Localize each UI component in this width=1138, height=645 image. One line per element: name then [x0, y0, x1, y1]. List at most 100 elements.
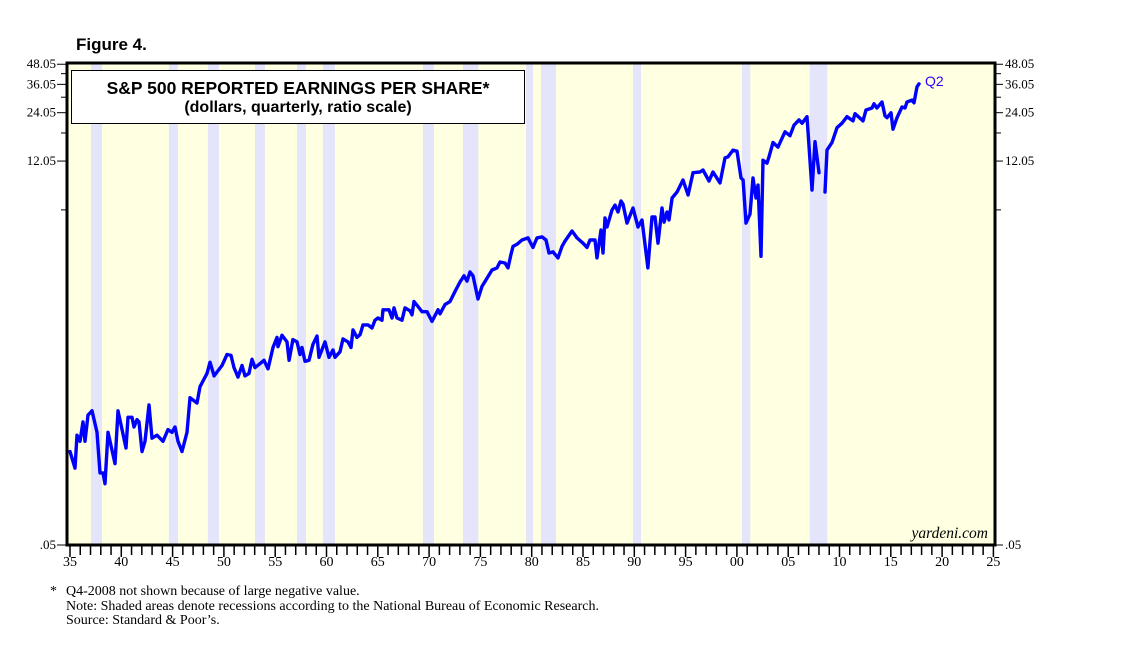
chart-title-box: S&P 500 REPORTED EARNINGS PER SHARE* (do… — [71, 70, 525, 124]
eps-data-point — [765, 161, 769, 165]
eps-data-point — [880, 100, 884, 104]
eps-data-point — [300, 346, 304, 350]
eps-data-point — [691, 171, 695, 175]
eps-data-point — [137, 420, 141, 424]
eps-data-point — [448, 300, 452, 304]
eps-data-point — [665, 210, 669, 214]
eps-data-point — [675, 190, 679, 194]
eps-data-point — [81, 420, 85, 424]
footnote-recession-note: Note: Shaded areas denote recessions acc… — [66, 598, 599, 614]
recession-band — [207, 63, 219, 545]
eps-data-point — [593, 238, 597, 242]
y-tick-label-right: .05 — [1005, 537, 1021, 552]
eps-data-point — [355, 335, 359, 339]
eps-data-point — [531, 245, 535, 249]
x-tick-label: 55 — [268, 555, 282, 570]
eps-data-point — [610, 208, 614, 212]
x-tick-label: 65 — [371, 555, 385, 570]
eps-data-point — [556, 256, 560, 260]
eps-data-point — [805, 115, 809, 119]
eps-data-point — [686, 193, 690, 197]
eps-data-point — [825, 148, 829, 152]
eps-data-point — [840, 121, 844, 125]
eps-data-point — [595, 256, 599, 260]
eps-data-point — [515, 242, 519, 246]
x-tick-label: 85 — [576, 555, 590, 570]
eps-data-point — [776, 145, 780, 149]
eps-data-point — [266, 367, 270, 371]
eps-data-point — [392, 306, 396, 310]
eps-data-point — [161, 439, 165, 443]
eps-data-point — [731, 148, 735, 152]
eps-data-point — [751, 176, 755, 180]
eps-data-point — [400, 318, 404, 322]
eps-data-point — [271, 346, 275, 350]
eps-data-point — [247, 371, 251, 375]
eps-data-point — [744, 221, 748, 225]
eps-data-point — [225, 353, 229, 357]
eps-data-point — [212, 374, 216, 378]
recession-band — [296, 63, 306, 545]
eps-data-point — [380, 318, 384, 322]
eps-data-point — [900, 105, 904, 109]
eps-data-point — [132, 425, 136, 429]
eps-data-point — [698, 170, 702, 174]
chart-title: S&P 500 REPORTED EARNINGS PER SHARE* — [106, 78, 490, 98]
x-tick-label: 00 — [730, 555, 744, 570]
eps-data-point — [650, 215, 654, 219]
figure-label: Figure 4. — [76, 35, 147, 54]
eps-data-point — [605, 225, 609, 229]
watermark-yardeni: yardeni.com — [910, 525, 988, 542]
eps-data-point — [912, 101, 916, 105]
eps-data-point — [349, 346, 353, 350]
eps-data-point — [410, 313, 414, 317]
eps-data-point — [667, 218, 671, 222]
x-tick-label: 40 — [114, 555, 128, 570]
eps-data-point — [188, 396, 192, 400]
eps-data-point — [287, 358, 291, 362]
y-tick-label-left: 48.05 — [27, 56, 56, 71]
y-axis: 48.05 48.05 36.05 36.05 24.05 24.05 12.05 12.05… — [27, 56, 1035, 552]
eps-data-point — [140, 450, 144, 454]
eps-data-point — [185, 430, 189, 434]
eps-data-point — [792, 123, 796, 127]
eps-data-point — [366, 323, 370, 327]
x-tick-label: 80 — [525, 555, 539, 570]
recession-band — [254, 63, 265, 545]
eps-data-point — [895, 116, 899, 120]
eps-data-point — [917, 82, 921, 86]
eps-data-point — [465, 279, 469, 283]
eps-data-point — [870, 106, 874, 110]
eps-data-point — [599, 228, 603, 232]
eps-data-point — [361, 323, 365, 327]
eps-data-point — [358, 333, 362, 337]
eps-data-point — [198, 385, 202, 389]
x-tick-label: 95 — [679, 555, 693, 570]
eps-data-point — [243, 374, 247, 378]
y-tick-label-left: 12.05 — [27, 153, 56, 168]
eps-data-point — [83, 439, 87, 443]
eps-data-point — [166, 428, 170, 432]
eps-data-point — [317, 355, 321, 359]
recession-band — [168, 63, 178, 545]
eps-data-point — [298, 353, 302, 357]
y-tick-label-right: 12.05 — [1005, 153, 1034, 168]
eps-data-point — [323, 340, 327, 344]
y-tick-label-left: 36.05 — [27, 76, 56, 91]
eps-data-point — [889, 111, 893, 115]
eps-data-point — [503, 261, 507, 265]
eps-data-point — [90, 409, 94, 413]
recession-band — [809, 63, 828, 545]
eps-data-point — [910, 98, 914, 102]
eps-data-point — [135, 418, 139, 422]
eps-data-point — [701, 168, 705, 172]
eps-data-point — [253, 366, 257, 370]
eps-data-point — [130, 415, 134, 419]
eps-data-point — [341, 337, 345, 341]
eps-data-point — [75, 433, 79, 437]
x-tick-label: 50 — [217, 555, 231, 570]
eps-data-point — [495, 266, 499, 270]
recession-band — [526, 63, 534, 545]
eps-data-point — [835, 126, 839, 130]
